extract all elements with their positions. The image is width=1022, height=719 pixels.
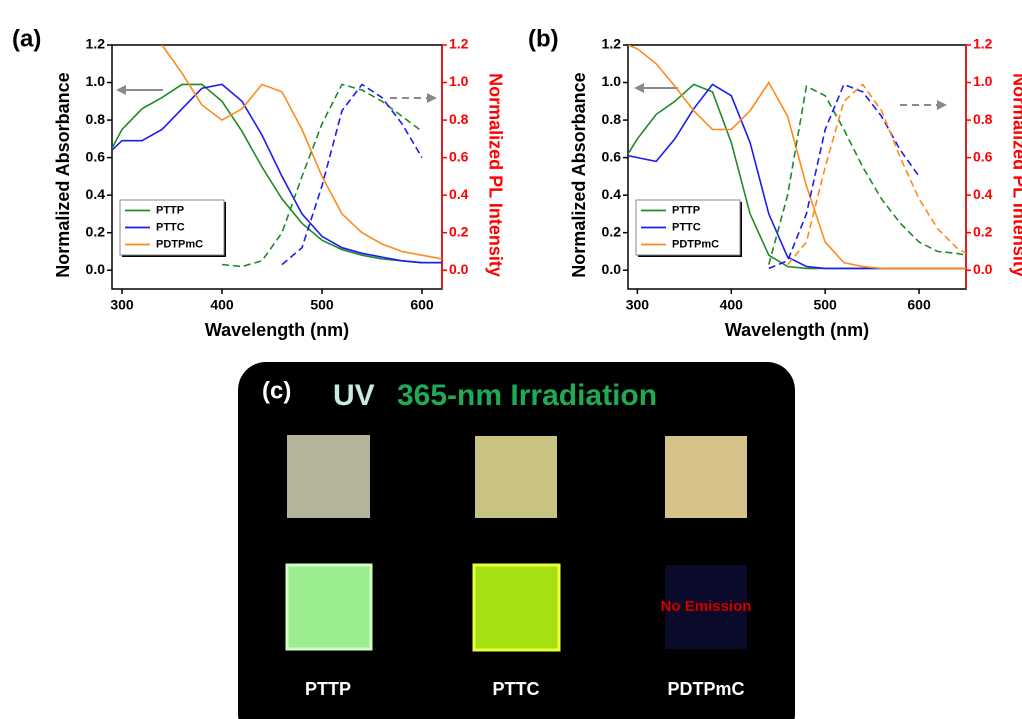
absorbance-line (161, 45, 442, 260)
absorbance-line (112, 83, 442, 264)
pl-line (786, 83, 966, 266)
sample-label: PDTPmC (667, 679, 744, 699)
y2-tick-label: 0.8 (449, 111, 469, 127)
legend-label: PTTP (672, 204, 700, 216)
absorbance-line (628, 45, 966, 270)
pl-line (768, 83, 920, 270)
y-tick-label: 0.6 (86, 148, 106, 164)
y2-tick-label: 1.0 (973, 73, 993, 89)
film-ambient (475, 436, 557, 518)
x-tick-label: 400 (210, 297, 234, 313)
y2-tick-label: 1.2 (973, 36, 993, 52)
sample-label: PTTC (493, 679, 540, 699)
legend-label: PDTPmC (672, 238, 719, 250)
x-tick-label: 300 (626, 297, 650, 313)
y2-tick-label: 0.0 (449, 261, 469, 277)
photo-background (238, 362, 795, 719)
x-axis-label: Wavelength (nm) (205, 320, 349, 340)
legend-label: PTTP (156, 204, 184, 216)
x-axis-label: Wavelength (nm) (725, 320, 869, 340)
y-tick-label: 0.2 (602, 223, 622, 239)
pl-line (281, 83, 423, 266)
axis-arrows (116, 83, 947, 110)
y2-tick-label: 0.2 (449, 223, 469, 239)
x-tick-label: 500 (310, 297, 334, 313)
y-tick-label: 0.0 (602, 261, 622, 277)
panel-label: (c) (262, 377, 291, 404)
y2-tick-label: 0.4 (973, 186, 993, 202)
x-tick-label: 600 (410, 297, 434, 313)
x-tick-label: 400 (720, 297, 744, 313)
pl-line (768, 85, 966, 265)
plot-lines (112, 45, 442, 268)
y2-tick-label: 0.4 (449, 186, 469, 202)
film-uv (285, 563, 373, 651)
y2-axis-label: Normalized PL Intensity (485, 73, 505, 277)
photo-title-uv: UV (333, 379, 375, 412)
y-axis-label: Normalized Absorbance (569, 72, 589, 277)
panel-label: (a) (12, 25, 41, 52)
y-tick-label: 0.6 (602, 148, 622, 164)
legend-label: PTTC (156, 221, 185, 233)
legend-label: PTTC (672, 221, 701, 233)
x-tick-label: 300 (110, 297, 134, 313)
absorbance-line (112, 83, 442, 264)
plot-lines (628, 45, 966, 270)
y-axis-label: Normalized Absorbance (53, 72, 73, 277)
y2-tick-label: 0.6 (449, 148, 469, 164)
y2-axis-label: Normalized PL Intensity (1009, 73, 1022, 277)
y-tick-label: 0.0 (86, 261, 106, 277)
photo-title: 365-nm Irradiation (397, 379, 657, 412)
x-tick-label: 500 (813, 297, 837, 313)
y-tick-label: 1.2 (602, 36, 622, 52)
y2-tick-label: 1.0 (449, 73, 469, 89)
sample-label: PTTP (305, 679, 351, 699)
panel-label: (b) (528, 25, 559, 52)
y2-tick-label: 0.0 (973, 261, 993, 277)
y-tick-label: 0.4 (602, 186, 622, 202)
y-tick-label: 1.0 (86, 73, 106, 89)
y-tick-label: 0.8 (602, 111, 622, 127)
y-tick-label: 0.4 (86, 186, 106, 202)
x-tick-label: 600 (907, 297, 931, 313)
y2-tick-label: 0.2 (973, 223, 993, 239)
film-uv (665, 565, 747, 649)
y2-tick-label: 0.6 (973, 148, 993, 164)
film-ambient (287, 435, 370, 518)
y2-tick-label: 1.2 (449, 36, 469, 52)
y-tick-label: 1.2 (86, 36, 106, 52)
y-tick-label: 0.2 (86, 223, 106, 239)
film-ambient (665, 436, 747, 518)
y-tick-label: 1.0 (602, 73, 622, 89)
y-tick-label: 0.8 (86, 111, 106, 127)
legend-label: PDTPmC (156, 238, 203, 250)
y2-tick-label: 0.8 (973, 111, 993, 127)
no-emission-label: No Emission (661, 598, 752, 615)
photo-panel: (c) UV 365-nm Irradiation No Emission PT… (238, 362, 795, 719)
film-uv (472, 563, 561, 652)
